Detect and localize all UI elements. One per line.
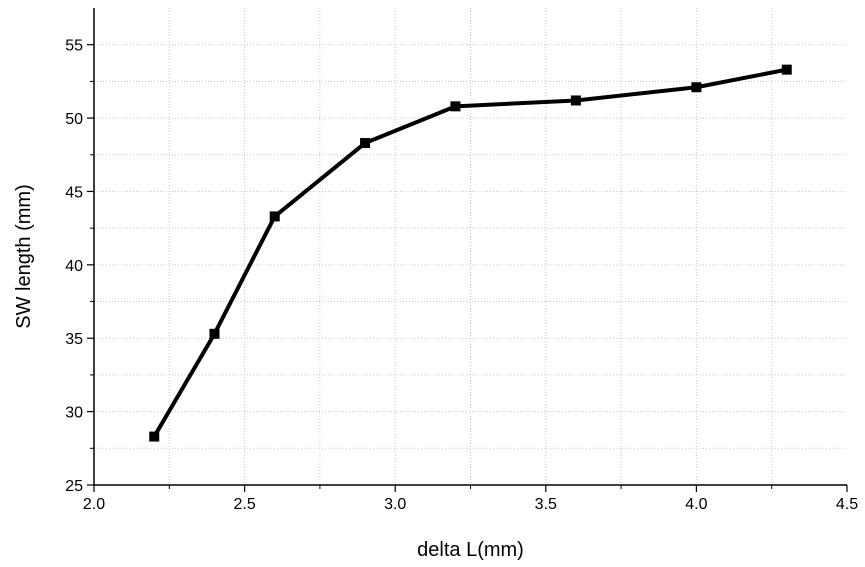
data-point-marker <box>149 431 160 442</box>
series-line <box>152 67 788 438</box>
x-tick-label: 3.0 <box>384 496 406 513</box>
y-tick-label: 30 <box>65 405 83 422</box>
data-point-marker <box>360 138 371 149</box>
y-tick-label: 40 <box>65 258 83 275</box>
y-tick-label: 25 <box>65 478 83 495</box>
y-tick-label: 45 <box>65 184 83 201</box>
data-point-marker <box>450 101 461 112</box>
data-point-marker <box>691 82 702 93</box>
y-tick-label: 35 <box>65 331 83 348</box>
axes <box>87 8 848 492</box>
data-point-marker <box>781 64 792 75</box>
x-tick-label: 4.0 <box>685 496 707 513</box>
data-point-marker <box>269 211 280 222</box>
data-point-marker <box>209 328 220 339</box>
x-tick-label: 2.0 <box>83 496 105 513</box>
x-tick-label: 4.5 <box>836 496 858 513</box>
tick-labels: 2.0 2.5 3.0 3.5 4.0 4.5 25 30 35 40 45 50 55 <box>65 38 858 513</box>
data-point-marker <box>570 95 581 106</box>
data-series <box>149 64 792 442</box>
y-tick-label: 55 <box>65 38 83 55</box>
x-tick-label: 2.5 <box>233 496 255 513</box>
x-tick-label: 3.5 <box>535 496 557 513</box>
y-axis-title: SW length (mm) <box>13 184 35 328</box>
x-axis-title: delta L(mm) <box>417 539 524 561</box>
y-tick-label: 50 <box>65 111 83 128</box>
